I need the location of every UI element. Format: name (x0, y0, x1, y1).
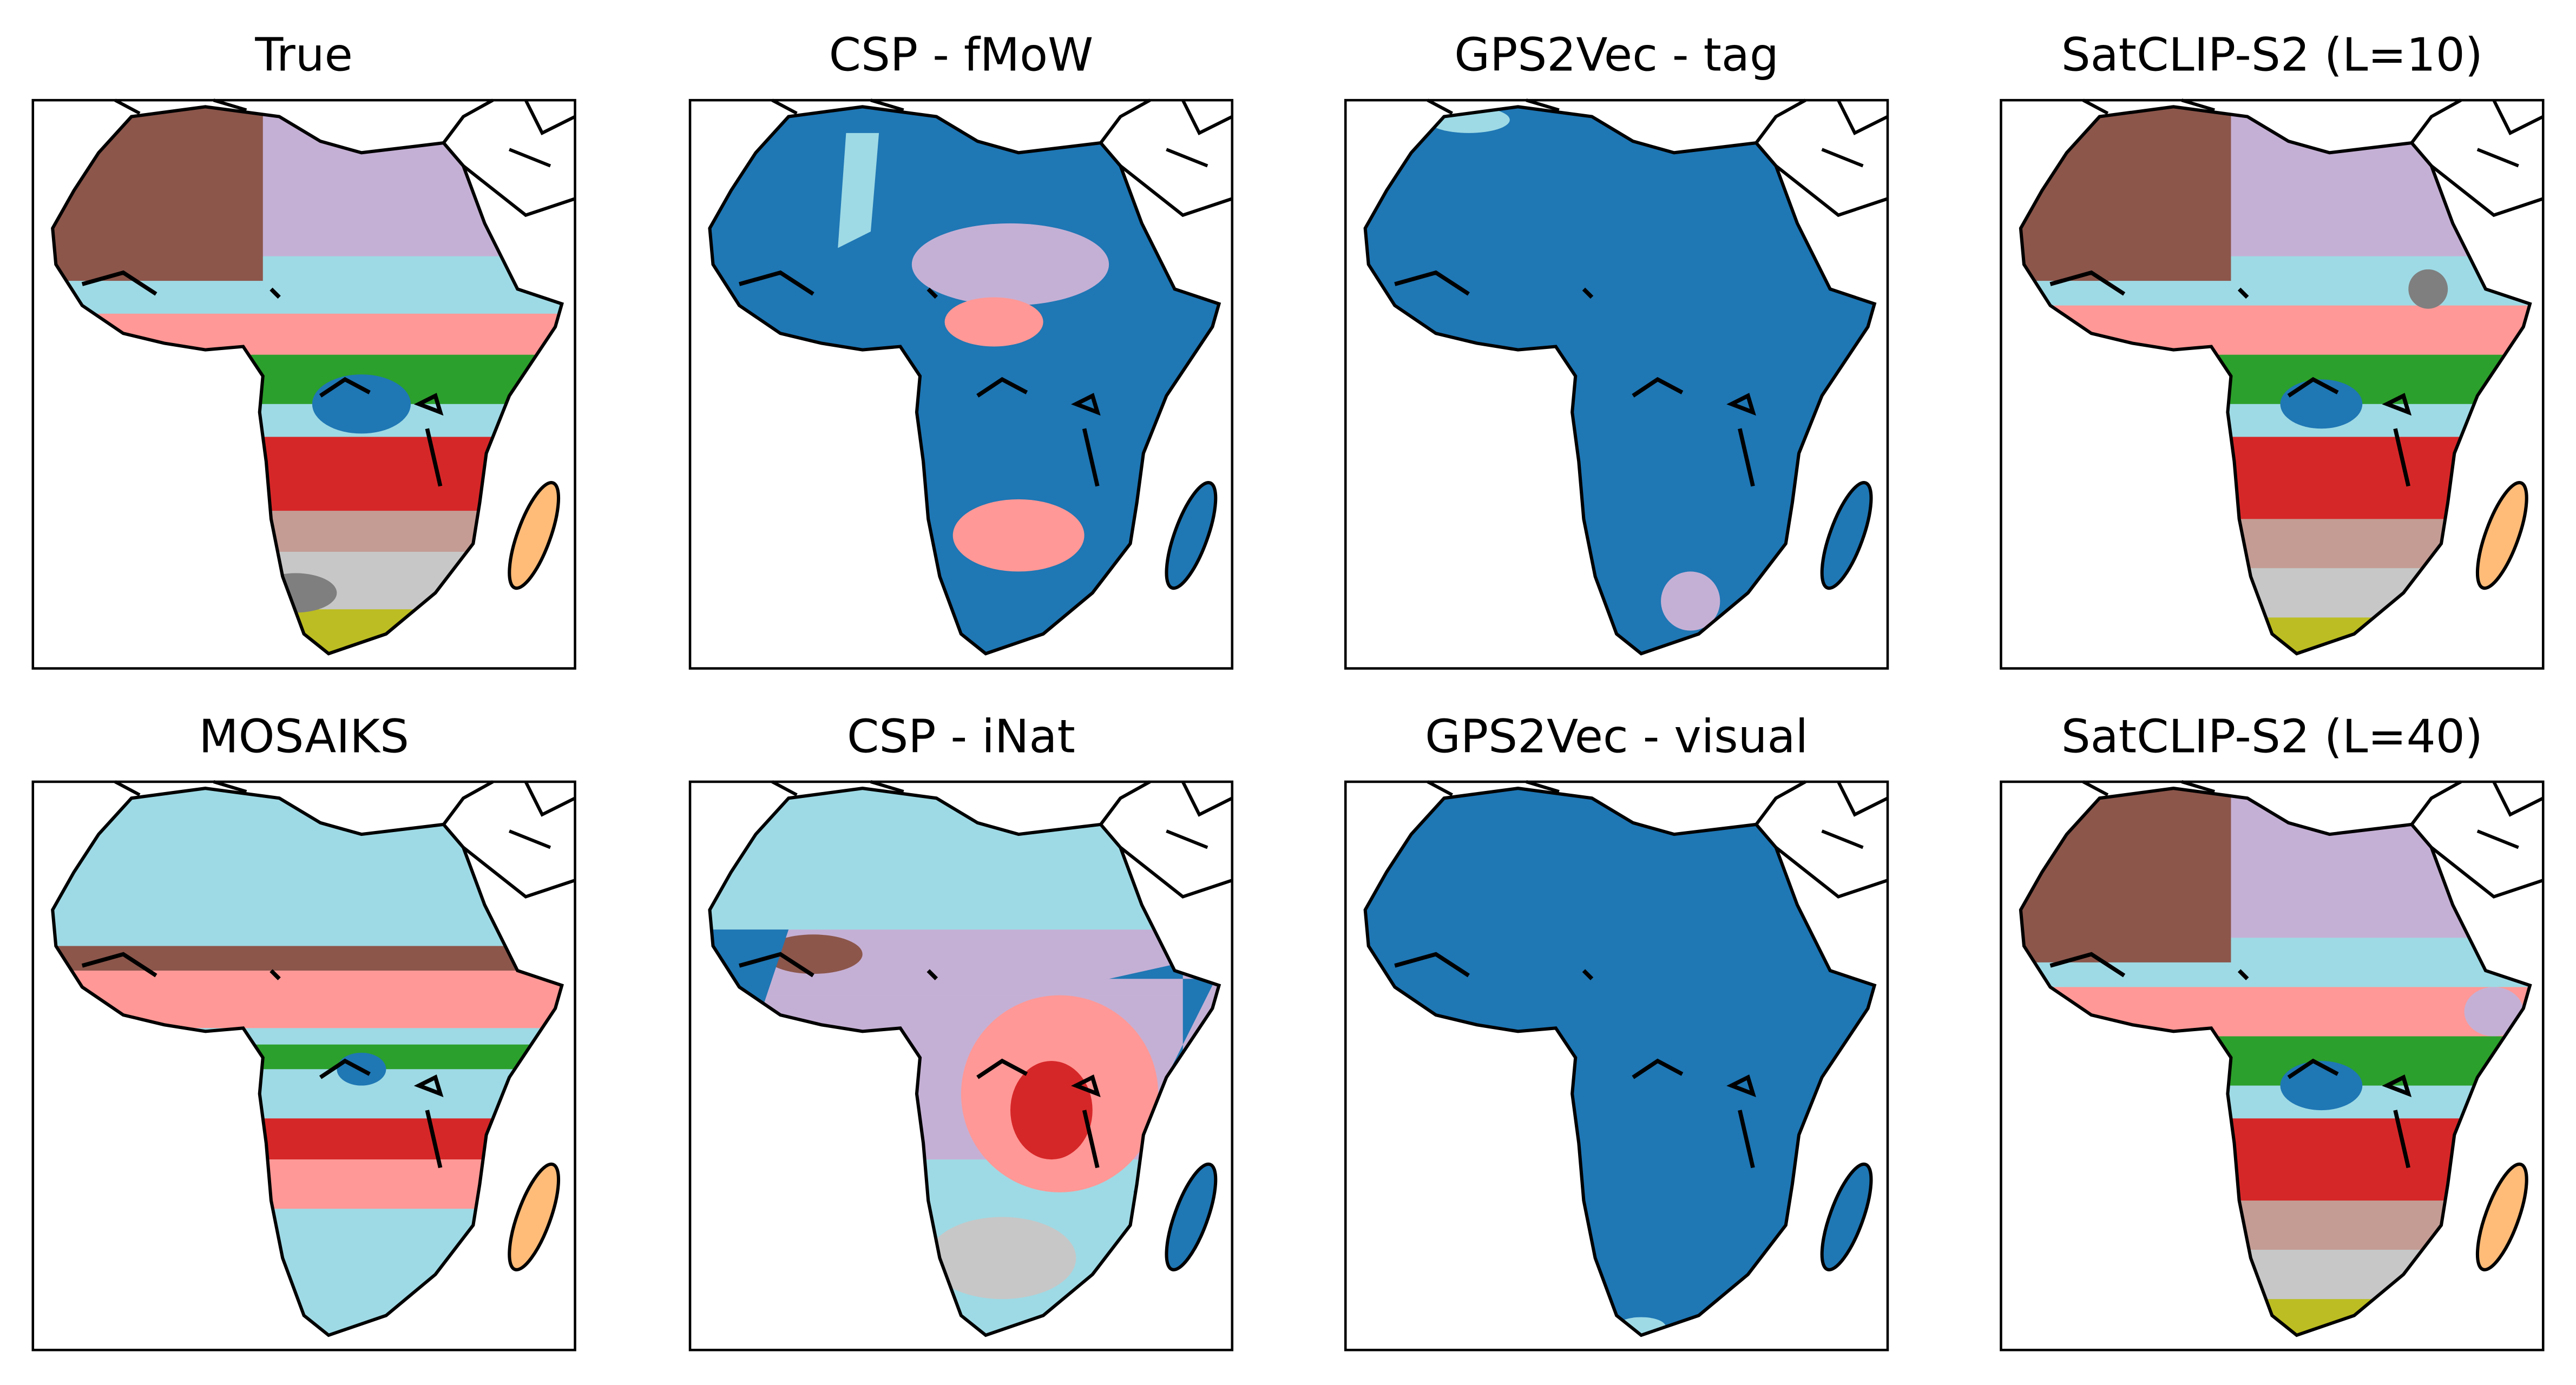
map-panel (2000, 98, 2545, 670)
lakes-rivers (81, 952, 444, 1169)
cluster-band (52, 946, 562, 971)
map-panel (31, 98, 576, 670)
panel-title: GPS2Vec - tag (1454, 29, 1779, 82)
panel-title: True (254, 29, 353, 82)
cluster-blob (2280, 1061, 2363, 1111)
cluster-blob (928, 1217, 1076, 1300)
madagascar (508, 1162, 561, 1271)
coastlines (771, 98, 1233, 217)
panel-title: SatCLIP-S2 (L=10) (2061, 29, 2483, 82)
cluster-blob (2464, 987, 2524, 1037)
madagascar (1165, 1162, 1218, 1271)
panel-frame (2000, 780, 2545, 1351)
panel-frame (688, 98, 1234, 670)
lakes-rivers (1394, 952, 1756, 1169)
cluster-blob (1109, 962, 1216, 1192)
panel-frame (31, 98, 576, 670)
panel-frame (31, 780, 576, 1351)
madagascar (1820, 1162, 1873, 1271)
cluster-blob (2280, 379, 2363, 429)
madagascar (2475, 1162, 2528, 1271)
madagascar (2475, 481, 2528, 590)
panel-title: GPS2Vec - visual (1425, 710, 1808, 763)
cluster-blob (944, 297, 1043, 347)
cluster-blob (2408, 269, 2448, 309)
lakes-rivers (1394, 270, 1756, 487)
coastlines (114, 780, 576, 899)
cluster-blob (838, 133, 879, 248)
coastlines (2082, 98, 2544, 217)
panel-title: MOSAIKS (199, 710, 409, 763)
coastlines (114, 98, 576, 217)
cluster-blob (1661, 571, 1720, 631)
panel-title: CSP - iNat (847, 710, 1075, 763)
madagascar (1820, 481, 1873, 590)
panel-frame (2000, 98, 2545, 670)
map-panel (2000, 780, 2545, 1351)
map-panel (1344, 98, 1889, 670)
coastlines (1427, 98, 1889, 217)
panel-frame (1344, 98, 1889, 670)
panel-title: CSP - fMoW (829, 29, 1094, 82)
cluster-blob (952, 499, 1085, 572)
coastlines (2082, 780, 2544, 899)
map-panel (688, 780, 1234, 1351)
cluster-blob (911, 223, 1109, 306)
panel-frame (688, 780, 1234, 1351)
cluster-blob (1010, 1061, 1093, 1160)
lakes-rivers (739, 270, 1101, 487)
madagascar (1165, 481, 1218, 590)
cluster-blob (764, 934, 863, 974)
lakes-rivers (2049, 952, 2412, 1169)
panel-title: SatCLIP-S2 (L=40) (2061, 710, 2483, 763)
lakes-rivers (739, 952, 1101, 1169)
coastlines (1427, 780, 1889, 899)
map-panel (31, 780, 576, 1351)
coastlines (771, 780, 1233, 899)
lakes-rivers (2049, 270, 2412, 487)
panel-frame (1344, 780, 1889, 1351)
map-panel (1344, 780, 1889, 1351)
madagascar (508, 481, 561, 590)
lakes-rivers (81, 270, 444, 487)
cluster-blob (312, 374, 411, 434)
map-panel (688, 98, 1234, 670)
